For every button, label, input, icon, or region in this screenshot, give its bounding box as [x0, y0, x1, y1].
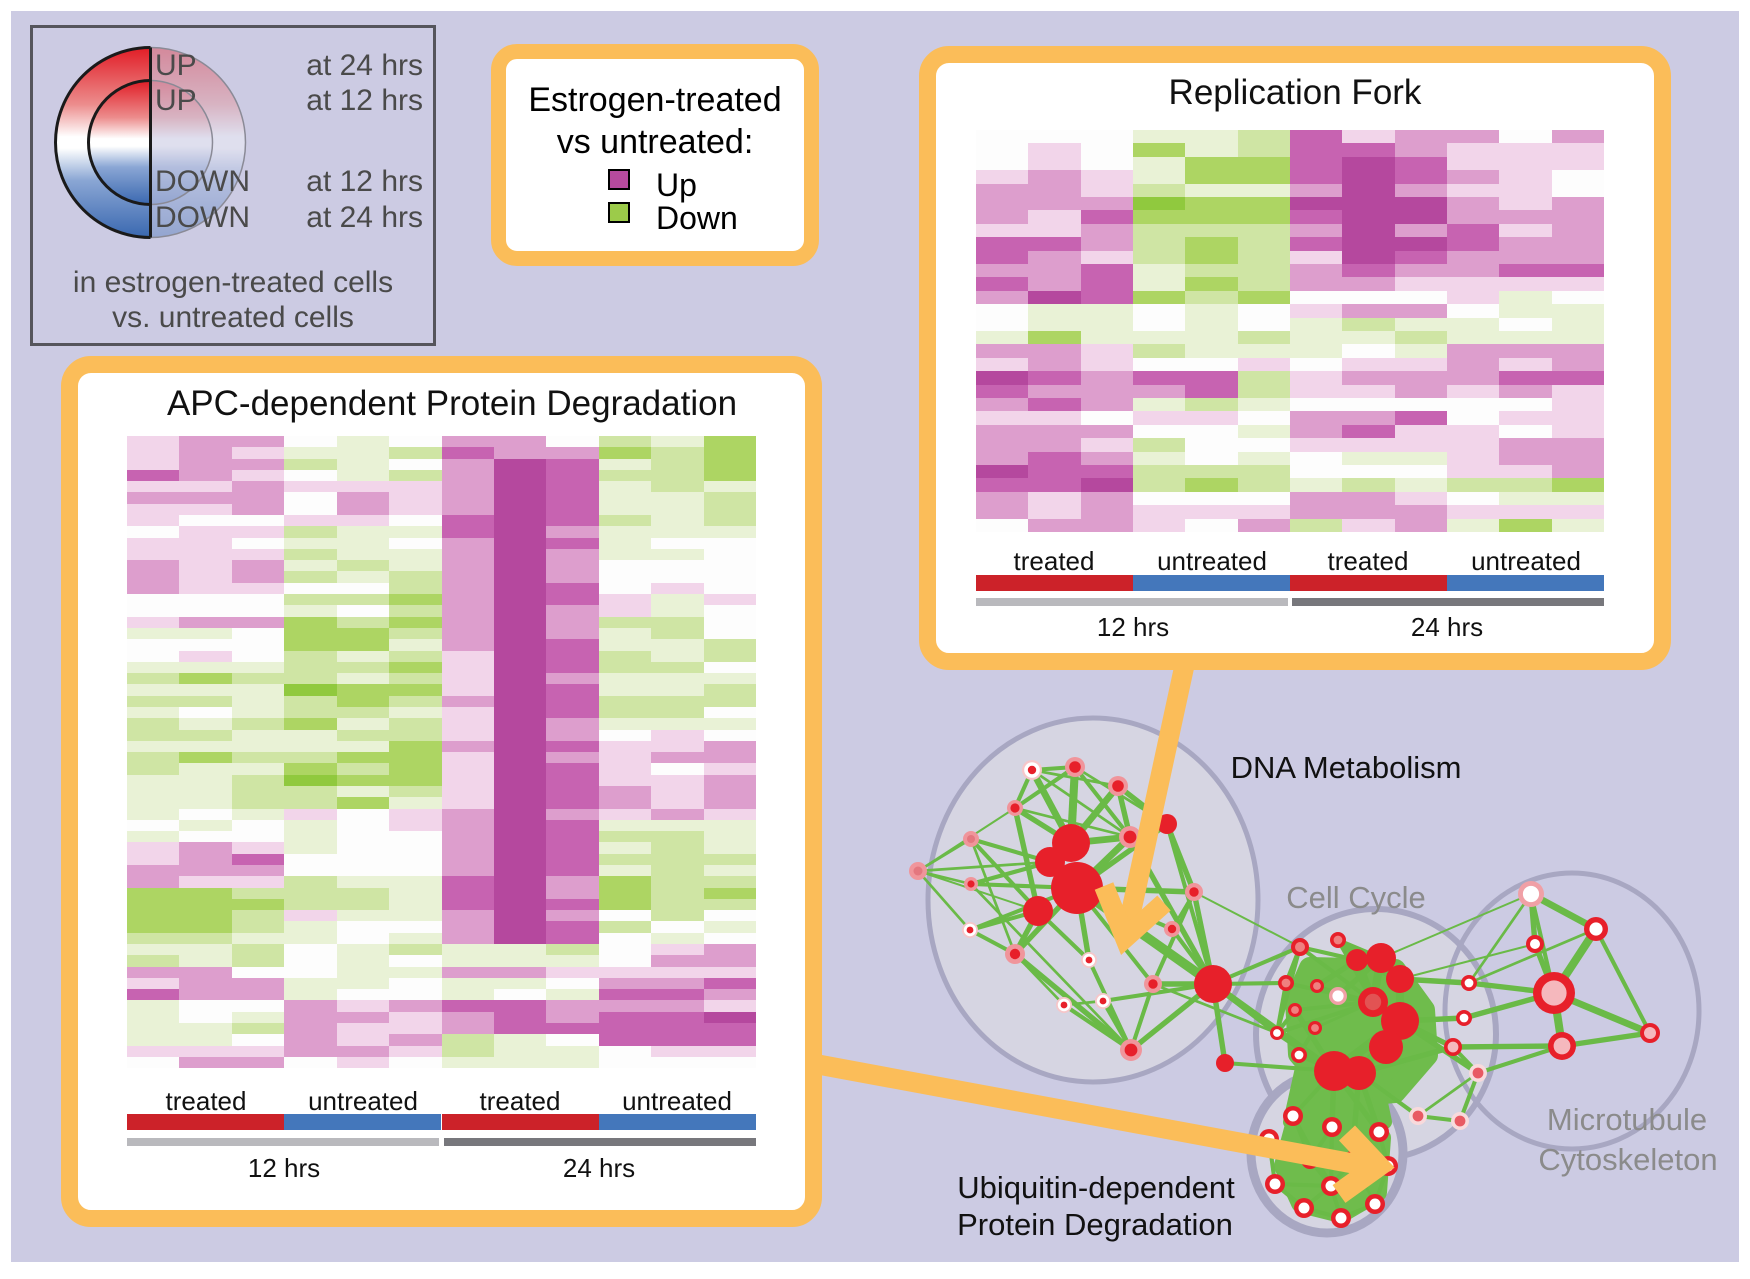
svg-text:DNA Metabolism: DNA Metabolism — [1231, 750, 1462, 785]
svg-text:Cell Cycle: Cell Cycle — [1286, 880, 1426, 915]
svg-text:Protein Degradation: Protein Degradation — [957, 1207, 1233, 1242]
svg-text:Ubiquitin-dependent: Ubiquitin-dependent — [957, 1170, 1235, 1205]
svg-text:Cytoskeleton: Cytoskeleton — [1538, 1142, 1717, 1177]
svg-text:Microtubule: Microtubule — [1547, 1102, 1707, 1137]
